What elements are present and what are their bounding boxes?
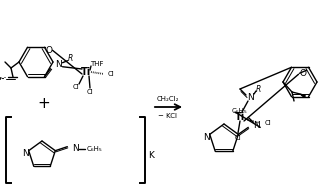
Text: Cl: Cl (87, 89, 94, 95)
Text: Cl: Cl (108, 71, 114, 77)
Text: +: + (38, 95, 50, 111)
Text: O: O (45, 46, 52, 55)
Text: N: N (253, 121, 260, 130)
Text: R: R (256, 84, 261, 94)
Text: Cl: Cl (72, 84, 79, 90)
Text: N: N (55, 60, 62, 69)
Text: R: R (68, 54, 73, 63)
Text: N: N (72, 144, 79, 153)
Text: − KCl: − KCl (159, 113, 177, 119)
Text: Cl: Cl (265, 120, 271, 126)
Text: N: N (203, 133, 210, 142)
Text: Ti: Ti (81, 67, 91, 77)
Text: N: N (246, 92, 254, 101)
Text: CH₂Cl₂: CH₂Cl₂ (157, 96, 179, 102)
Text: Ti: Ti (235, 112, 245, 122)
Text: K: K (148, 150, 154, 160)
Text: C₆H₅: C₆H₅ (231, 108, 247, 114)
Text: Cl: Cl (234, 135, 241, 141)
Text: C₆H₅: C₆H₅ (87, 146, 102, 152)
Text: THF: THF (90, 61, 104, 67)
Text: O: O (300, 69, 307, 78)
Text: N: N (22, 149, 29, 158)
